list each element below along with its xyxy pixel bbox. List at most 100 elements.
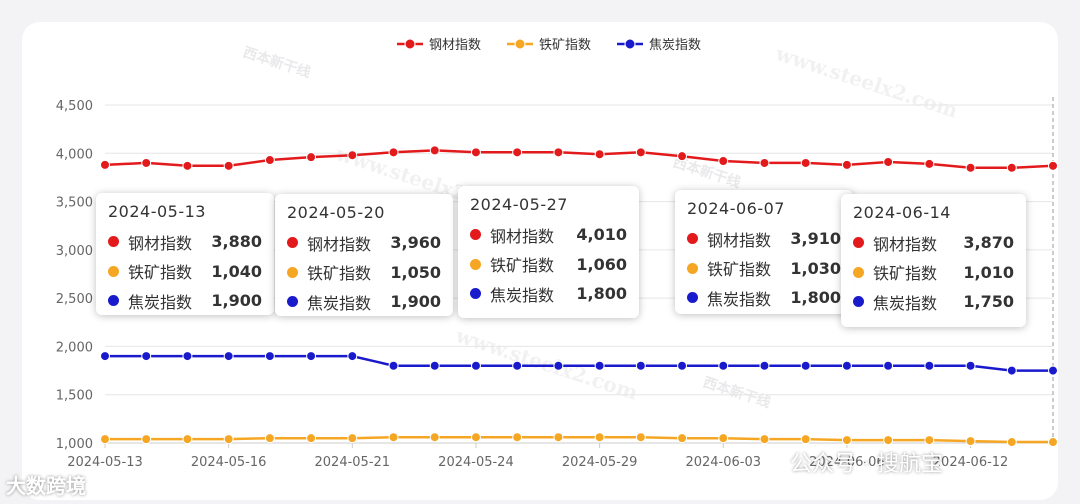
data-point — [429, 360, 440, 371]
tooltip-value: 1,900 — [390, 292, 441, 312]
data-point — [677, 433, 688, 444]
data-point — [759, 157, 770, 168]
data-point — [100, 159, 110, 170]
series-line-1 — [105, 435, 1053, 444]
data-point — [264, 433, 275, 444]
tooltip-series-name: 焦炭指数 — [490, 285, 555, 305]
data-point — [924, 435, 935, 446]
data-point — [512, 432, 523, 443]
data-point — [1048, 365, 1058, 376]
tooltip-row: 焦炭指数 1,750 — [853, 287, 1014, 317]
data-point — [512, 147, 523, 158]
data-point — [553, 432, 564, 443]
y-tick-label: 3,500 — [56, 196, 93, 211]
x-tick-label: 2024-05-29 — [562, 455, 638, 470]
y-tick-label: 1,000 — [56, 437, 93, 452]
legend-label: 铁矿指数 — [539, 38, 591, 53]
data-point — [718, 360, 729, 371]
brand-left-watermark: 大数跨境 — [6, 474, 86, 498]
tooltip-value: 1,750 — [963, 292, 1014, 312]
tooltip-date: 2024-05-27 — [470, 195, 568, 214]
tooltip-series-name: 焦炭指数 — [128, 292, 193, 312]
data-point — [347, 433, 358, 444]
tooltip: 2024-06-14 钢材指数 3,870 铁矿指数 1,010 焦炭指数 1,750 — [841, 194, 1026, 327]
data-point — [677, 151, 688, 162]
tooltip-value: 1,050 — [390, 262, 441, 282]
data-point — [306, 351, 317, 362]
data-point — [100, 351, 110, 362]
data-point — [718, 156, 729, 167]
series-dot-icon — [470, 288, 481, 300]
data-point — [841, 360, 852, 371]
x-tick-label: 2024-06-06 — [809, 455, 885, 470]
tooltip-series-name: 钢材指数 — [873, 234, 938, 254]
tooltip-row: 铁矿指数 1,050 — [287, 258, 441, 288]
y-tick-label: 3,000 — [56, 244, 93, 259]
tooltip: 2024-05-13 钢材指数 3,880 铁矿指数 1,040 焦炭指数 1,900 — [96, 193, 274, 315]
data-point — [141, 351, 152, 362]
tooltip-row: 钢材指数 3,960 — [287, 228, 441, 258]
data-point — [965, 162, 976, 173]
series-dot-icon — [108, 236, 119, 248]
series-dot-icon — [470, 258, 481, 270]
data-point — [635, 360, 646, 371]
y-tick-label: 2,500 — [56, 292, 93, 307]
legend-marker — [624, 38, 636, 50]
data-point — [182, 160, 193, 171]
data-point — [347, 351, 358, 362]
tooltip-value: 4,010 — [576, 225, 627, 245]
tooltip-value: 1,800 — [790, 288, 841, 308]
legend-label: 焦炭指数 — [649, 38, 701, 53]
series-dot-icon — [108, 295, 119, 307]
data-point — [470, 147, 481, 158]
x-tick-label: 2024-05-21 — [315, 455, 391, 470]
data-point — [883, 156, 894, 167]
series-dot-icon — [287, 237, 298, 249]
legend-marker — [404, 38, 416, 50]
x-tick-label: 2024-05-16 — [191, 455, 267, 470]
tooltip-row: 焦炭指数 1,900 — [108, 286, 262, 316]
series-dot-icon — [470, 229, 481, 241]
y-tick-label: 2,000 — [56, 340, 93, 355]
data-point — [100, 434, 110, 445]
tooltip-series-name: 钢材指数 — [307, 234, 372, 254]
x-tick-label: 2024-05-13 — [67, 455, 143, 470]
series-dot-icon — [687, 233, 698, 245]
data-point — [841, 159, 852, 170]
tooltip-value: 1,060 — [576, 254, 627, 274]
data-point — [470, 360, 481, 371]
data-point — [223, 434, 234, 445]
tooltip-value: 3,870 — [963, 233, 1014, 253]
data-point — [388, 147, 399, 158]
data-point — [635, 147, 646, 158]
data-point — [924, 360, 935, 371]
data-point — [429, 432, 440, 443]
series-dot-icon — [287, 266, 298, 278]
data-point — [388, 360, 399, 371]
tooltip-date: 2024-06-14 — [853, 203, 951, 222]
tooltip-row: 铁矿指数 1,060 — [470, 250, 627, 280]
tooltip-series-name: 铁矿指数 — [707, 260, 772, 280]
data-point — [388, 432, 399, 443]
data-point — [347, 150, 358, 161]
data-point — [470, 432, 481, 443]
tooltip-series-name: 铁矿指数 — [873, 264, 938, 284]
data-point — [594, 432, 605, 443]
data-point — [965, 360, 976, 371]
data-point — [1006, 162, 1017, 173]
data-point — [553, 360, 564, 371]
data-point — [182, 434, 193, 445]
tooltip-row: 焦炭指数 1,800 — [687, 283, 841, 313]
series-dot-icon — [853, 266, 864, 278]
tooltip-value: 1,800 — [576, 284, 627, 304]
data-point — [553, 147, 564, 158]
tooltip-row: 钢材指数 3,910 — [687, 224, 841, 254]
data-point — [883, 435, 894, 446]
legend-marker — [514, 38, 526, 50]
series-dot-icon — [287, 296, 298, 308]
data-point — [306, 152, 317, 163]
tooltip-row: 铁矿指数 1,040 — [108, 257, 262, 287]
data-point — [718, 433, 729, 444]
tooltip-row: 铁矿指数 1,030 — [687, 254, 841, 284]
data-point — [800, 360, 811, 371]
